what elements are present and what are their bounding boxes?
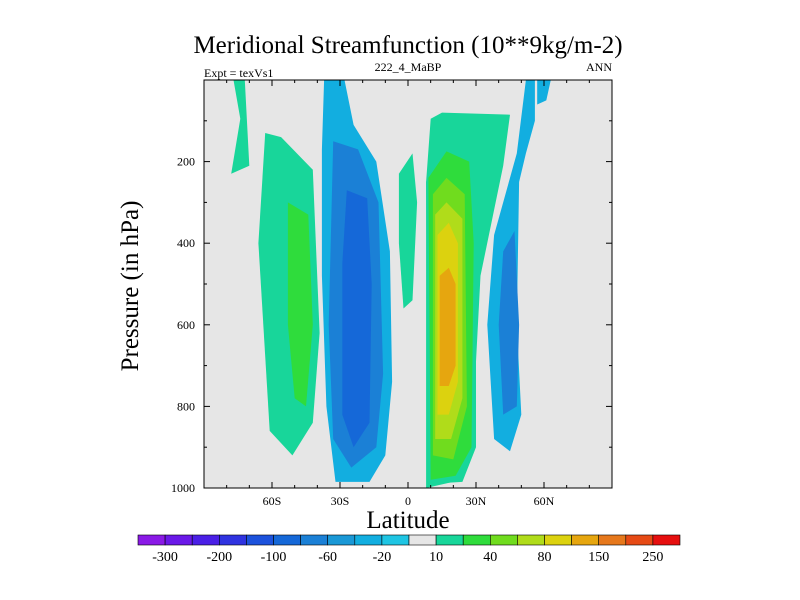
x-tick-label: 60S: [263, 494, 282, 508]
contour-region-nh-top-right-minus-10-20: [537, 80, 551, 105]
colorbar-swatch: [219, 534, 247, 546]
x-axis-label: Latitude: [366, 507, 449, 534]
contour-region-sh-lower-strip-20-40: [287, 202, 313, 407]
colorbar-swatch: [435, 534, 464, 546]
contour-region-sh-cell-minus-40-60: [342, 190, 372, 448]
colorbar-swatch: [408, 534, 437, 546]
colorbar-swatch: [164, 534, 193, 546]
colorbar-swatch: [462, 534, 491, 546]
x-tick-label: 30S: [331, 494, 350, 508]
colorbar-label: 10: [429, 550, 443, 565]
colorbar-swatch: [625, 534, 654, 546]
y-tick-label: 800: [177, 399, 195, 413]
colorbar-label: -20: [373, 550, 392, 565]
y-tick-label: 400: [177, 236, 195, 250]
y-axis-label: Pressure (in hPa): [117, 201, 144, 372]
subtitle-left: Expt = texVs1: [204, 66, 273, 80]
x-tick-label: 0: [405, 494, 411, 508]
contour-region-nh-far-minus-20-40: [498, 231, 520, 415]
colorbar-label: 150: [588, 550, 609, 565]
colorbar-swatch: [273, 534, 301, 546]
y-axis-ticks: 200 400 600 800 1000: [171, 120, 612, 495]
contour-regions: [231, 80, 551, 488]
contour-region-nh-cell-100-150: [439, 267, 456, 386]
colorbar-label: -100: [261, 550, 287, 565]
x-tick-label: 60N: [534, 494, 555, 508]
contour-region-sh-far-strip-10-20: [231, 80, 250, 174]
colorbar-swatch: [544, 534, 572, 546]
colorbar-swatch: [300, 534, 329, 546]
y-tick-label: 1000: [171, 481, 195, 495]
contour-region-eq-small-strip-10-20: [398, 153, 418, 309]
colorbar-swatch: [489, 534, 518, 546]
colorbar-label: -200: [206, 550, 232, 565]
colorbar-swatch: [354, 534, 383, 546]
y-tick-label: 600: [177, 318, 195, 332]
x-tick-label: 30N: [466, 494, 487, 508]
colorbar-labels: -300 -200 -100 -60 -20 10 40 80 150 250: [152, 550, 663, 565]
colorbar-swatch: [327, 534, 356, 546]
colorbar-swatch: [191, 534, 220, 546]
colorbar-swatch: [652, 534, 681, 546]
colorbar-label: 250: [642, 550, 663, 565]
colorbar-swatch: [517, 534, 545, 546]
subtitle-right: ANN: [586, 60, 612, 74]
colorbar-swatch: [246, 534, 274, 546]
y-tick-label: 200: [177, 155, 195, 169]
colorbar-swatch: [381, 534, 410, 546]
colorbar-label: 40: [483, 550, 497, 565]
colorbar-label: -300: [152, 550, 178, 565]
colorbar-label: 80: [538, 550, 552, 565]
colorbar: [137, 534, 681, 546]
subtitle-center: 222_4_MaBP: [375, 60, 442, 74]
colorbar-label: -60: [318, 550, 337, 565]
colorbar-swatch: [571, 534, 599, 546]
colorbar-swatch: [137, 534, 166, 546]
x-axis-ticks: 60S 30S 0 30N 60N: [226, 80, 590, 508]
chart-title: Meridional Streamfunction (10**9kg/m-2): [193, 32, 622, 59]
colorbar-swatch: [598, 534, 627, 546]
